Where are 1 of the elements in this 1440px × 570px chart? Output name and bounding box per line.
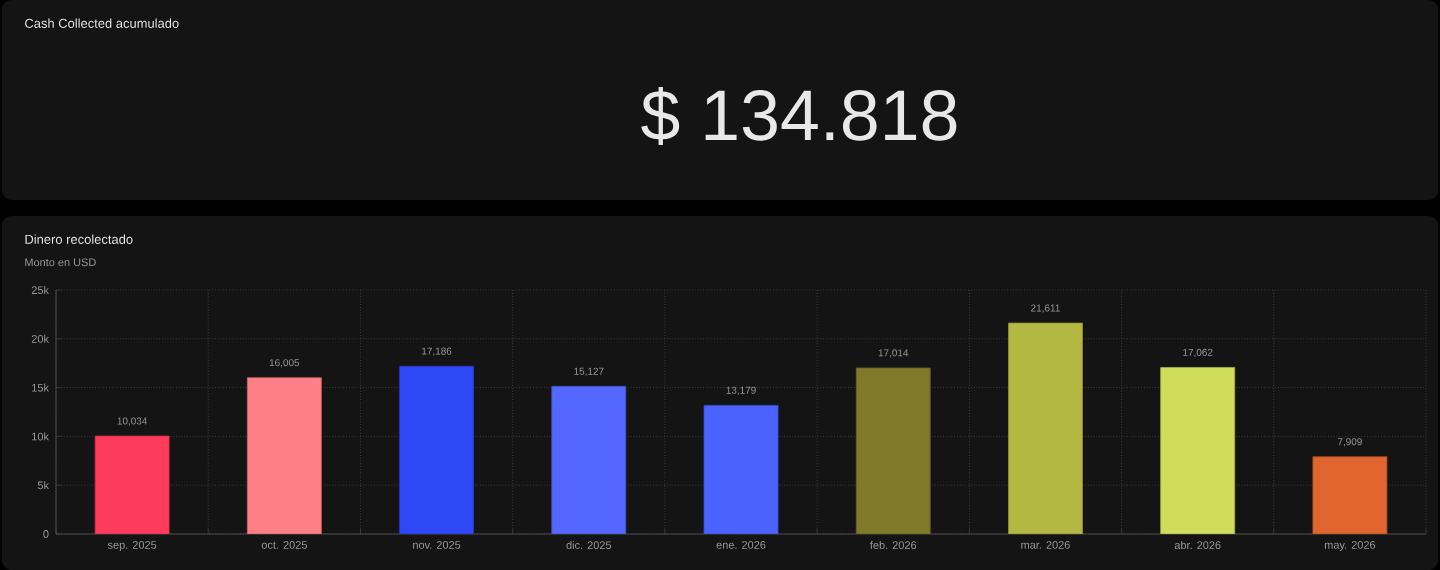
- text: $ 134.818: [641, 86, 957, 146]
